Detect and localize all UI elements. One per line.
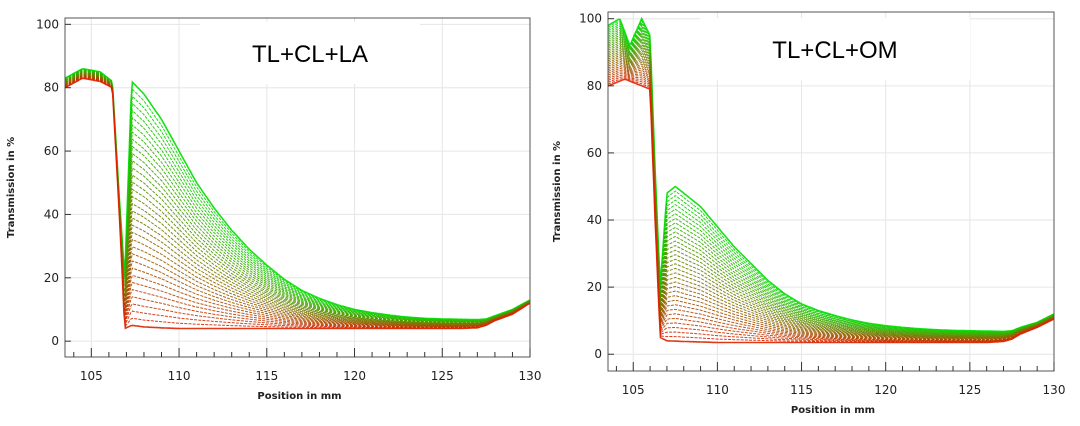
x-tick-label: 130 — [1043, 383, 1066, 397]
transmission-curve — [64, 69, 530, 321]
transmission-curve — [64, 69, 530, 322]
transmission-curve — [607, 51, 1054, 338]
transmission-curve — [607, 71, 1054, 342]
y-axis-label-left: Transmission in % — [6, 137, 17, 238]
transmission-curve — [607, 40, 1054, 336]
y-tick-label: 40 — [587, 213, 602, 227]
x-tick-label: 130 — [519, 369, 542, 383]
transmission-curve — [607, 77, 1054, 343]
transmission-curve — [607, 42, 1054, 336]
x-tick-label: 110 — [706, 383, 729, 397]
axis-ticks-left: 0 20 40 60 80 100 105 110 115 120 125 130 — [36, 17, 541, 383]
plot-frame-right — [607, 11, 1055, 372]
transmission-curves-left — [64, 67, 530, 330]
y-tick-label: 60 — [587, 146, 602, 160]
transmission-curve — [607, 49, 1054, 338]
x-tick-label: 125 — [431, 369, 454, 383]
transmission-curve — [607, 56, 1054, 339]
chart-title-right: TL+CL+OM — [772, 37, 897, 64]
y-tick-label: 0 — [594, 347, 602, 361]
x-axis-label-left: Position in mm — [257, 391, 341, 402]
y-tick-label: 80 — [587, 79, 602, 93]
y-axis-label-right: Transmission in % — [552, 141, 563, 242]
transmission-curve — [64, 68, 530, 321]
chart-title-left: TL+CL+LA — [252, 41, 368, 68]
transmission-curve — [64, 70, 530, 322]
x-tick-label: 120 — [874, 383, 897, 397]
x-tick-label: 115 — [790, 383, 813, 397]
x-tick-label: 105 — [622, 383, 645, 397]
transmission-curve — [607, 73, 1054, 342]
y-tick-label: 100 — [579, 12, 602, 26]
transmission-curve — [607, 74, 1054, 342]
y-tick-label: 80 — [44, 81, 59, 95]
transmission-curve — [607, 31, 1054, 334]
plot-frame-left — [64, 17, 531, 358]
axis-ticks-right: 0 20 40 60 80 100 105 110 115 120 125 130 — [579, 12, 1065, 397]
transmission-curve — [607, 33, 1054, 335]
transmission-curve — [607, 75, 1054, 343]
y-tick-label: 40 — [44, 207, 59, 221]
x-tick-label: 125 — [958, 383, 981, 397]
transmission-curve — [607, 58, 1054, 340]
y-tick-label: 20 — [587, 280, 602, 294]
x-tick-label: 105 — [80, 369, 103, 383]
transmission-curves-right — [607, 16, 1055, 344]
x-tick-label: 120 — [343, 369, 366, 383]
transmission-curve — [64, 75, 530, 327]
title-box-left — [200, 22, 420, 84]
x-tick-label: 115 — [255, 369, 278, 383]
y-tick-label: 100 — [36, 17, 59, 31]
y-tick-label: 0 — [51, 334, 59, 348]
y-tick-label: 20 — [44, 271, 59, 285]
transmission-curve — [607, 21, 1054, 333]
title-box-right — [700, 18, 970, 80]
x-tick-label: 110 — [168, 369, 191, 383]
transmission-curve — [64, 75, 530, 327]
transmission-curve — [64, 77, 530, 330]
transmission-curve — [607, 78, 1055, 344]
transmission-curve — [64, 70, 530, 322]
transmission-curve — [64, 72, 530, 324]
y-tick-label: 60 — [44, 144, 59, 158]
transmission-curve — [607, 55, 1054, 339]
transmission-curve — [64, 72, 530, 324]
transmission-curve — [64, 74, 530, 327]
x-axis-label-right: Position in mm — [791, 405, 875, 416]
